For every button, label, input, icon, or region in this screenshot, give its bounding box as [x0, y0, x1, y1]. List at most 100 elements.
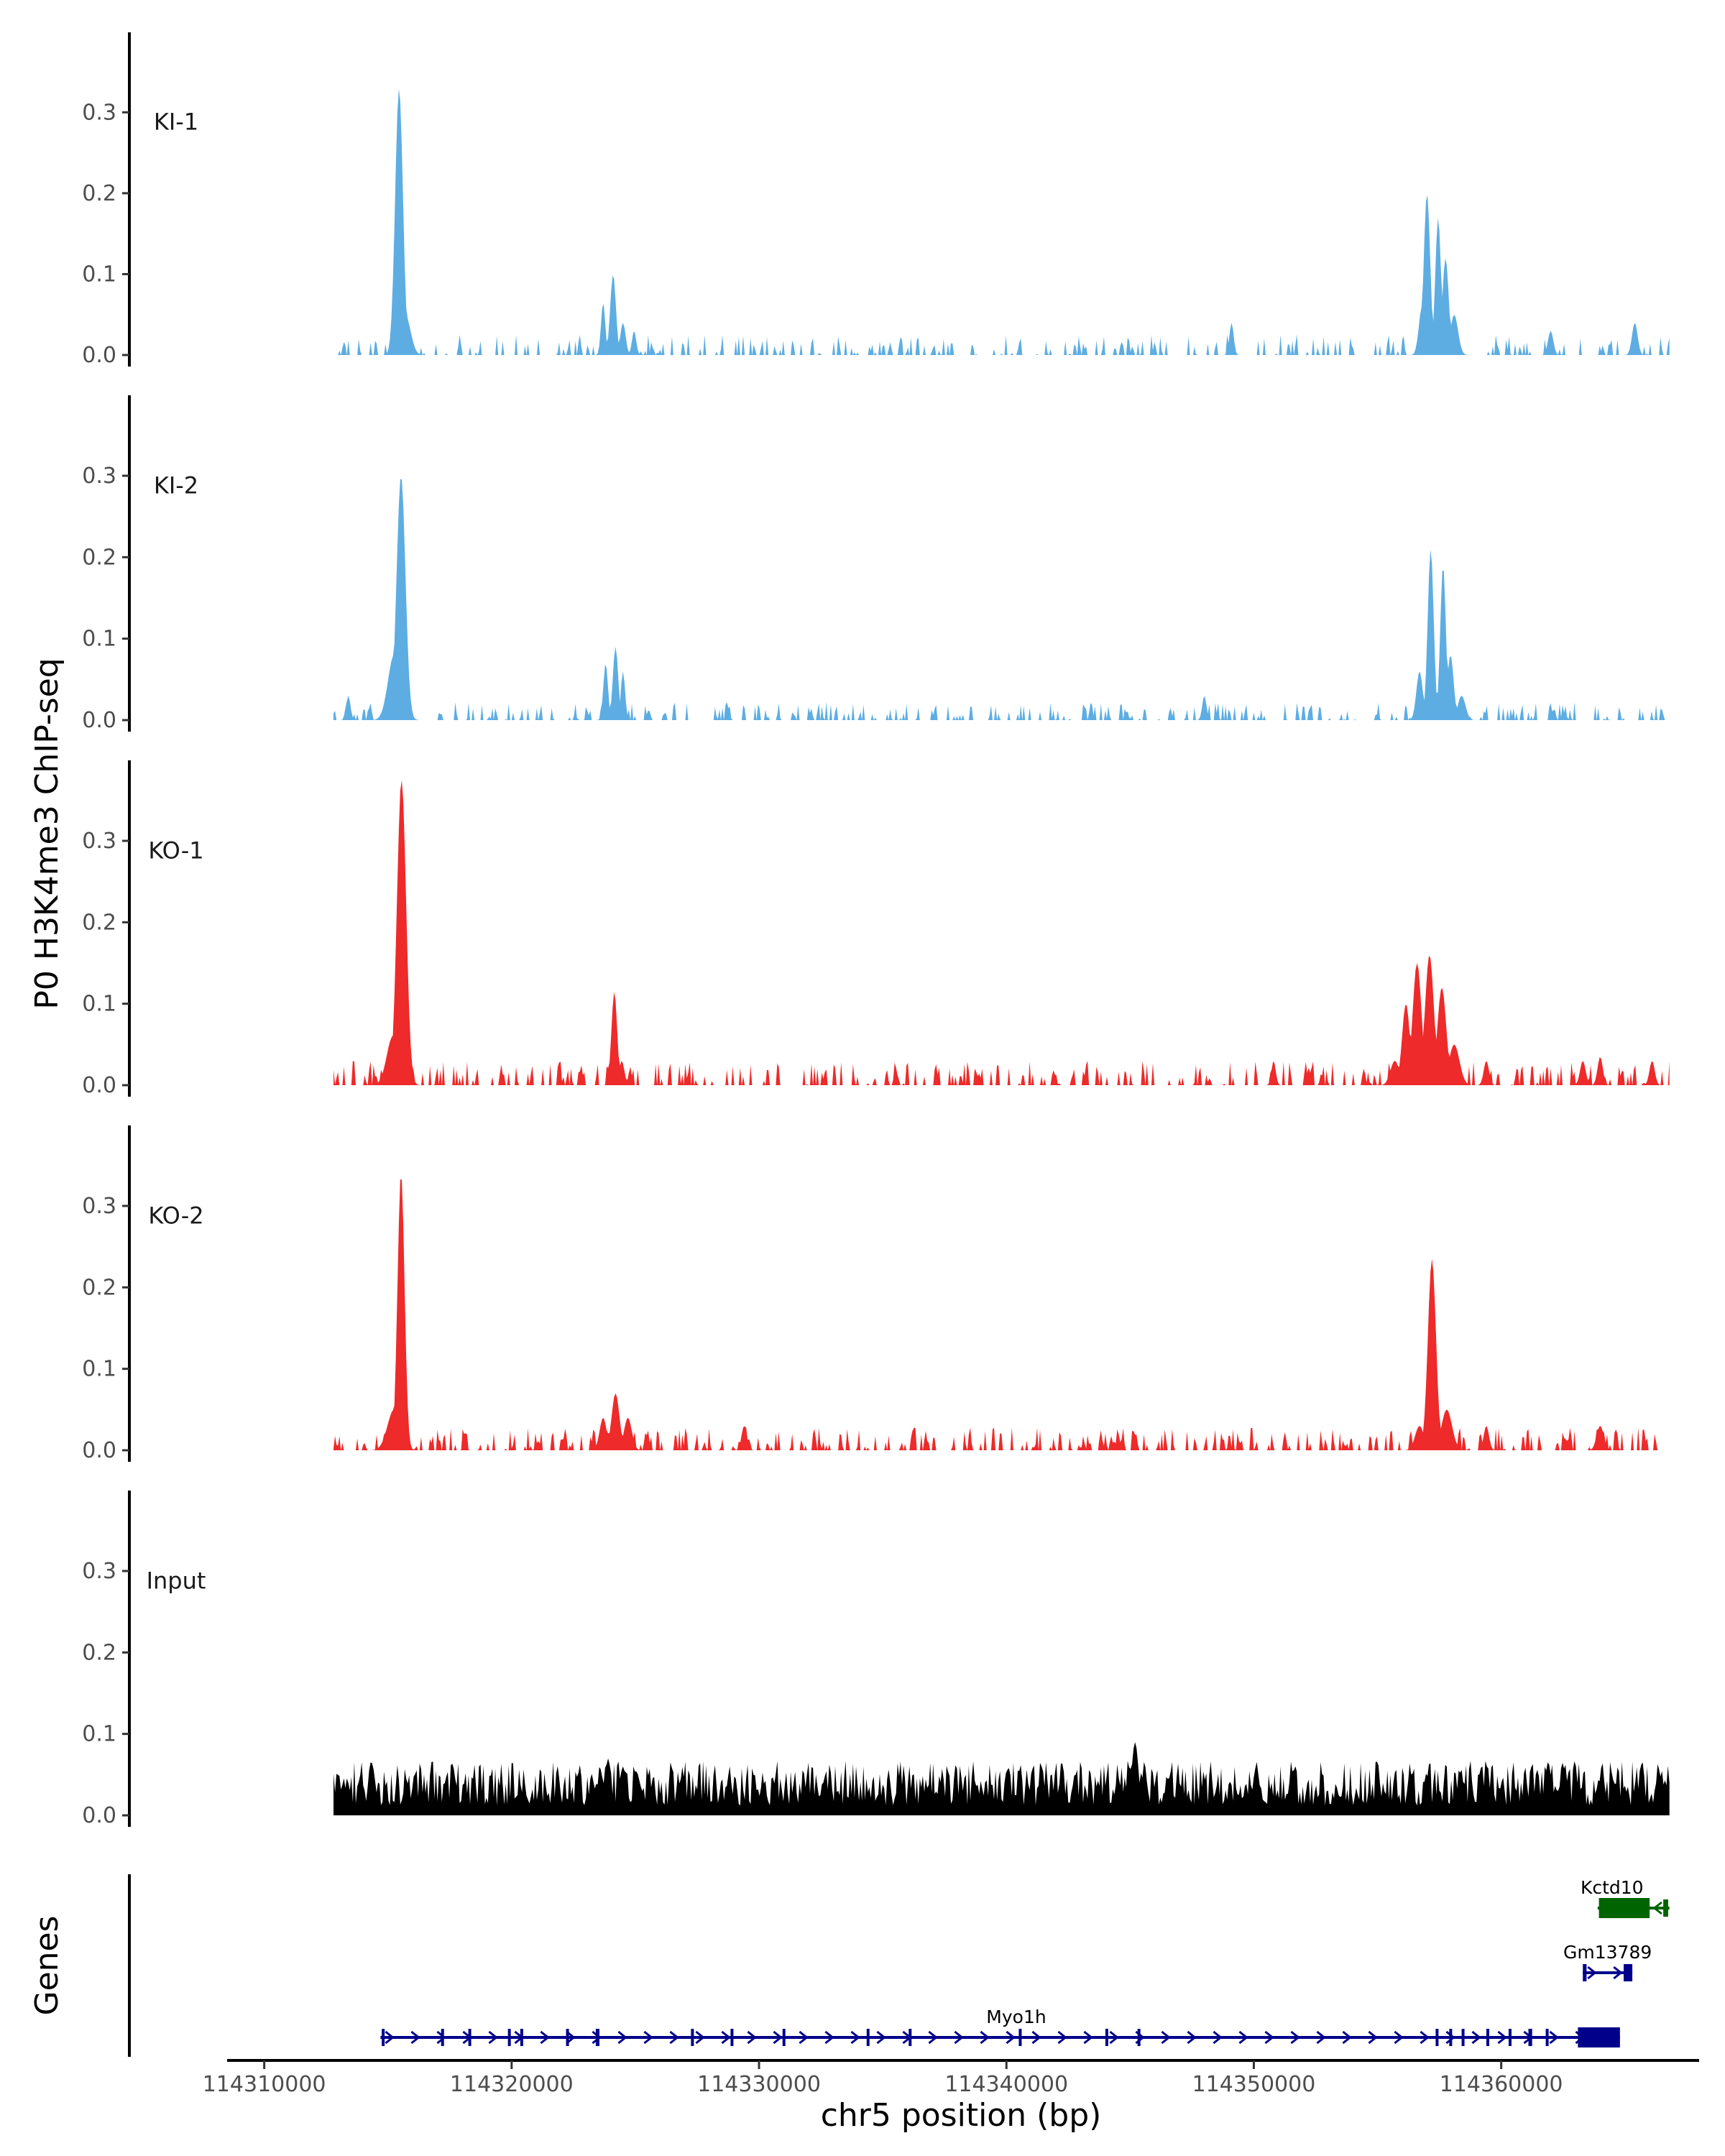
gene-name-label: Gm13789 [1563, 1942, 1652, 1963]
x-axis-title: chr5 position (bp) [821, 2097, 1102, 2134]
y-tick-label: 0.1 [82, 627, 116, 652]
strand-arrow [747, 2030, 757, 2045]
y-tick-label: 0.3 [82, 829, 116, 854]
gene-exon [1137, 2029, 1141, 2046]
x-tick-label: 114320000 [450, 2072, 574, 2097]
track-label: KO-2 [148, 1202, 203, 1229]
strand-arrow [1445, 2030, 1455, 2045]
gene-gm13789: Gm13789 [1563, 1942, 1652, 1981]
track-label: Input [147, 1567, 206, 1594]
strand-arrow [617, 2030, 627, 2045]
coverage-area [334, 1742, 1670, 1815]
gene-exon [782, 2029, 786, 2046]
strand-arrow [1290, 2030, 1300, 2045]
coverage-area [334, 780, 1670, 1085]
gene-name-label: Myo1h [986, 2007, 1046, 2027]
gene-exon [1624, 1964, 1633, 1981]
strand-arrow [1471, 2030, 1481, 2045]
strand-arrow [592, 2030, 602, 2045]
strand-arrow [1316, 2030, 1326, 2045]
strand-arrow [540, 2030, 550, 2045]
strand-arrow [876, 2030, 886, 2045]
strand-arrow [799, 2030, 809, 2045]
strand-arrow [824, 2030, 834, 2045]
y-axis-title: P0 H3K4me3 ChIP-seq [29, 658, 65, 1009]
strand-arrow [1549, 2030, 1559, 2045]
x-tick-label: 114310000 [203, 2072, 326, 2097]
strand-arrow [1368, 2030, 1378, 2045]
gene-kctd10: Kctd10 [1581, 1877, 1670, 1918]
gene-exon [1018, 2029, 1022, 2046]
genes-track-label: Genes [29, 1915, 65, 2015]
gene-exon [595, 2029, 600, 2046]
y-tick-label: 0.2 [82, 1275, 116, 1300]
track-ko-2: 0.0 0.1 0.2 0.3 KO-2 [82, 1125, 1670, 1463]
gene-exon [1449, 2029, 1453, 2046]
y-tick-label: 0.3 [82, 1559, 116, 1584]
y-tick-label: 0.0 [82, 1803, 116, 1828]
track-label: KI-1 [154, 109, 198, 136]
strand-arrow [850, 2030, 860, 2045]
gene-exon [520, 2029, 523, 2046]
gene-exon [507, 2029, 511, 2046]
strand-arrow [1613, 1966, 1623, 1980]
strand-arrow [1083, 2030, 1093, 2045]
strand-arrow [1420, 2030, 1430, 2045]
gene-exon [1105, 2029, 1108, 2046]
gene-exon [1545, 2029, 1549, 2046]
y-tick-label: 0.1 [82, 1357, 116, 1382]
coverage-area [334, 479, 1670, 720]
x-tick-label: 114350000 [1192, 2072, 1316, 2097]
strand-arrow [1238, 2030, 1248, 2045]
gene-exon [441, 2029, 444, 2046]
strand-arrow [1187, 2030, 1197, 2045]
strand-arrow [410, 2030, 420, 2045]
track-label: KI-2 [154, 471, 198, 499]
y-tick-label: 0.2 [82, 1640, 116, 1665]
strand-arrow [385, 2030, 395, 2045]
gene-exon [730, 2029, 734, 2046]
x-tick-label: 114330000 [697, 2072, 821, 2097]
y-tick-label: 0.0 [82, 708, 116, 733]
strand-arrow [721, 2030, 731, 2045]
coverage-tracks: 0.00.10.20.3 KI-10.00.10.20.3 KI-20.00.10.… [82, 32, 1670, 1828]
strand-arrow [1587, 1966, 1597, 1980]
strand-arrow [695, 2030, 705, 2045]
track-label: KO-1 [148, 837, 203, 864]
strand-arrow [1652, 1901, 1662, 1915]
gene-exon [382, 2029, 385, 2046]
strand-arrow [1057, 2030, 1067, 2045]
x-tick-label: 114340000 [944, 2072, 1068, 2097]
strand-arrow [643, 2030, 653, 2045]
y-tick-label: 0.0 [82, 1073, 116, 1098]
gene-exon [908, 2029, 912, 2046]
strand-arrow [1497, 2030, 1507, 2045]
track-input: 0.0 0.1 0.2 0.3 Input [82, 1491, 1670, 1828]
y-tick-label: 0.3 [82, 100, 116, 125]
gene-exon [1598, 1898, 1650, 1918]
strand-arrow [1031, 2030, 1041, 2045]
y-tick-label: 0.1 [82, 992, 116, 1017]
gene-exon [691, 2029, 694, 2046]
strand-arrow [488, 2030, 498, 2045]
y-tick-label: 0.2 [82, 910, 116, 935]
strand-arrow [1161, 2030, 1171, 2045]
strand-arrow [1264, 2030, 1274, 2045]
y-tick-label: 0.2 [82, 181, 116, 206]
strand-arrow [773, 2030, 783, 2045]
strand-arrow [980, 2030, 990, 2045]
track-ki-1: 0.0 0.1 0.2 0.3 KI-1 [82, 32, 1670, 368]
strand-arrow [928, 2030, 938, 2045]
gene-exon [1528, 2029, 1532, 2046]
track-ki-2: 0.0 0.1 0.2 0.3 KI-2 [82, 395, 1670, 733]
gene-exon [1508, 2029, 1512, 2046]
gene-exon [1461, 2029, 1465, 2046]
genes-track: Genes Kctd10 Gm13789 Myo1h [29, 1874, 1670, 2057]
y-tick-label: 0.1 [82, 262, 116, 287]
gene-exon [566, 2029, 569, 2046]
x-axis: 114310000 114320000 114330000 114340000 1143… [203, 2059, 1699, 2097]
gene-exon [866, 2029, 870, 2046]
gene-exon [1583, 1964, 1587, 1981]
strand-arrow [1006, 2030, 1016, 2045]
y-tick-label: 0.1 [82, 1722, 116, 1747]
